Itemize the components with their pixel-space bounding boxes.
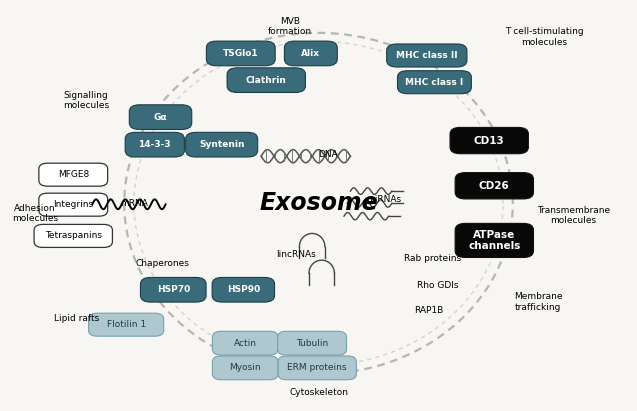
Text: ATPase
channels: ATPase channels — [468, 230, 520, 251]
Text: Chaperones: Chaperones — [136, 259, 189, 268]
Text: mRNA: mRNA — [120, 199, 148, 208]
Text: Alix: Alix — [301, 49, 320, 58]
FancyBboxPatch shape — [213, 331, 278, 355]
Text: Adhesion
molecules: Adhesion molecules — [12, 204, 58, 224]
Text: Lipid rafts: Lipid rafts — [54, 314, 99, 323]
Text: Integrins: Integrins — [54, 200, 93, 209]
FancyBboxPatch shape — [212, 277, 275, 302]
FancyBboxPatch shape — [284, 41, 338, 66]
Text: Tubulin: Tubulin — [296, 339, 328, 348]
Text: Myosin: Myosin — [229, 363, 261, 372]
FancyBboxPatch shape — [206, 41, 275, 66]
Text: Exosome: Exosome — [259, 192, 378, 215]
FancyBboxPatch shape — [455, 224, 534, 257]
Text: CD13: CD13 — [474, 136, 505, 145]
FancyBboxPatch shape — [186, 132, 257, 157]
Text: HSP90: HSP90 — [227, 285, 260, 294]
Text: Cytoskeleton: Cytoskeleton — [289, 388, 348, 397]
Text: Transmembrane
molecules: Transmembrane molecules — [537, 206, 610, 226]
Text: Signalling
molecules: Signalling molecules — [63, 91, 109, 111]
FancyBboxPatch shape — [125, 132, 185, 157]
Text: T cell-stimulating
molecules: T cell-stimulating molecules — [505, 27, 584, 47]
Text: MHC class II: MHC class II — [396, 51, 457, 60]
FancyBboxPatch shape — [39, 193, 108, 216]
FancyBboxPatch shape — [397, 71, 471, 94]
FancyBboxPatch shape — [89, 313, 164, 336]
FancyBboxPatch shape — [278, 331, 347, 355]
Text: Clathrin: Clathrin — [246, 76, 287, 85]
Text: DNA: DNA — [318, 150, 338, 159]
Text: MFGE8: MFGE8 — [57, 170, 89, 179]
Text: Rab proteins: Rab proteins — [404, 254, 462, 263]
FancyBboxPatch shape — [227, 68, 306, 92]
Text: Actin: Actin — [234, 339, 257, 348]
Text: ERM proteins: ERM proteins — [287, 363, 347, 372]
Text: Flotilin 1: Flotilin 1 — [106, 320, 146, 329]
Text: HSP70: HSP70 — [157, 285, 190, 294]
FancyBboxPatch shape — [141, 277, 206, 302]
FancyBboxPatch shape — [387, 44, 467, 67]
FancyBboxPatch shape — [455, 173, 534, 199]
FancyBboxPatch shape — [278, 356, 357, 380]
Text: Membrane
trafficking: Membrane trafficking — [514, 292, 562, 312]
Text: Gα: Gα — [154, 113, 168, 122]
Text: 14-3-3: 14-3-3 — [138, 140, 171, 149]
Text: TSGlo1: TSGlo1 — [223, 49, 259, 58]
Text: Syntenin: Syntenin — [199, 140, 245, 149]
FancyBboxPatch shape — [129, 105, 192, 129]
Text: MVB
formation: MVB formation — [268, 17, 312, 37]
FancyBboxPatch shape — [213, 356, 278, 380]
Text: RAP1B: RAP1B — [414, 306, 443, 315]
Text: CD26: CD26 — [479, 181, 510, 191]
FancyBboxPatch shape — [34, 224, 112, 247]
Text: miRNAs: miRNAs — [366, 195, 401, 204]
Text: lincRNAs: lincRNAs — [276, 250, 316, 259]
Text: MHC class I: MHC class I — [405, 78, 464, 87]
FancyBboxPatch shape — [450, 127, 529, 154]
Text: Tetraspanins: Tetraspanins — [45, 231, 102, 240]
FancyBboxPatch shape — [39, 163, 108, 186]
Text: Rho GDIs: Rho GDIs — [417, 281, 459, 290]
